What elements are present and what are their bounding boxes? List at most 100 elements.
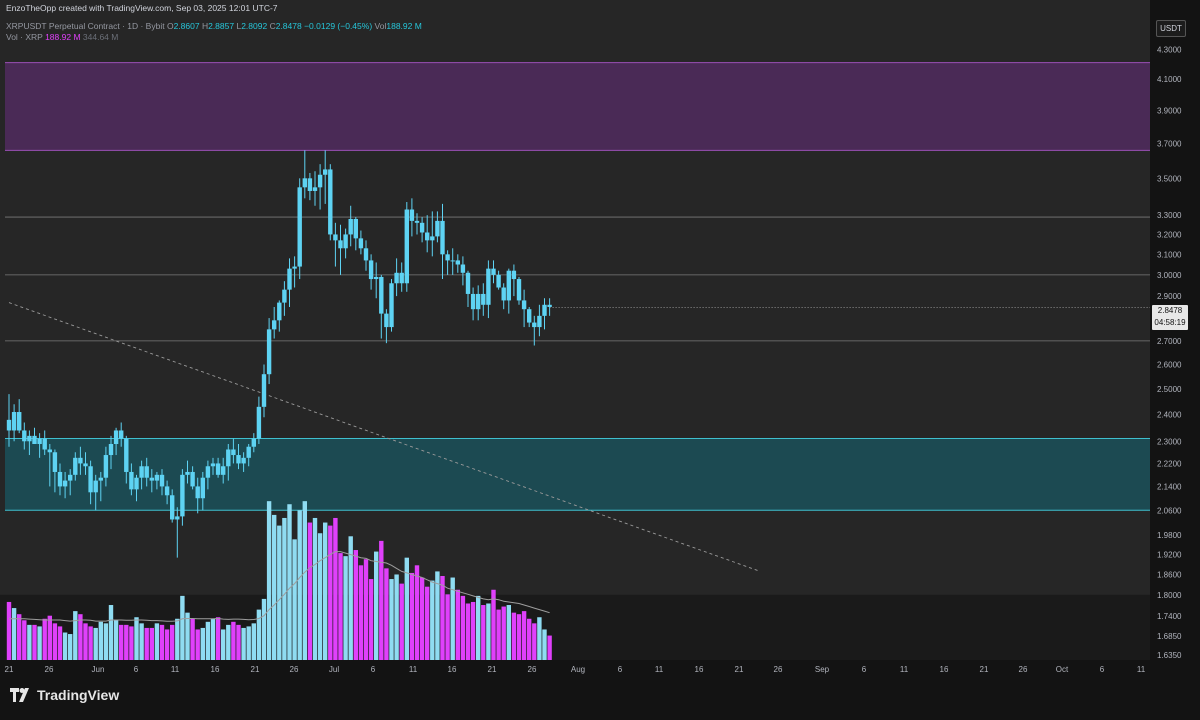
symbol-name: XRPUSDT Perpetual Contract · 1D · Bybit	[6, 21, 165, 31]
candle-body	[547, 304, 552, 307]
ohlc-close: 2.8478	[275, 21, 302, 31]
volume-bar	[333, 517, 338, 660]
candle	[37, 433, 42, 458]
volume-layer	[6, 501, 552, 660]
candle-body	[338, 240, 343, 249]
candle	[73, 452, 78, 481]
candle	[11, 404, 17, 442]
chart-credit: EnzoTheOpp created with TradingView.com,…	[6, 3, 278, 13]
candle	[185, 460, 190, 484]
tradingview-logo-text: TradingView	[37, 687, 120, 703]
candle	[414, 213, 420, 235]
date-tick-label: 16	[211, 665, 220, 674]
ohlc-open-label: O	[166, 21, 174, 31]
volume-bar	[425, 586, 430, 660]
candle	[496, 270, 501, 290]
candle	[170, 489, 175, 523]
candle	[119, 422, 124, 447]
candle	[486, 260, 491, 319]
price-axis-background	[1150, 0, 1200, 715]
candle-body	[532, 322, 537, 328]
candle	[62, 471, 68, 499]
volume-bar	[205, 621, 211, 660]
ohlc-open: 2.8607	[173, 21, 200, 31]
volume-bar	[47, 615, 52, 660]
candle-body	[323, 169, 328, 175]
volume-bar	[506, 605, 511, 660]
volume-bar	[180, 595, 185, 660]
volume-bar	[302, 501, 307, 660]
date-tick-label: 21	[735, 665, 744, 674]
candle	[231, 438, 236, 464]
candle	[333, 222, 338, 267]
volume-bar	[511, 612, 517, 660]
candle	[98, 471, 103, 502]
candle-body	[409, 209, 415, 221]
volume-bar	[22, 620, 27, 660]
candle-body	[389, 283, 394, 328]
candle-body	[108, 443, 114, 456]
candle	[450, 248, 455, 275]
volume-bar	[57, 626, 63, 660]
supply-zone	[5, 62, 1150, 151]
candle-body	[149, 477, 154, 481]
date-tick-label: 16	[940, 665, 949, 674]
candle	[210, 457, 216, 475]
candle	[205, 460, 211, 490]
candle-body	[282, 289, 287, 303]
volume-bar	[134, 617, 139, 660]
candle	[419, 217, 425, 243]
ohlc-high: 2.8857	[208, 21, 235, 31]
candle	[103, 446, 109, 487]
volume-bar	[226, 624, 231, 660]
price-tick-label: 2.3000	[1157, 437, 1182, 446]
volume-bar	[83, 623, 88, 660]
candle-body	[27, 435, 32, 442]
volume-bar	[317, 533, 323, 660]
candle-body	[302, 178, 307, 188]
volume-bar	[124, 624, 129, 660]
date-tick-label: Sep	[815, 665, 830, 674]
tradingview-logo[interactable]: TradingView	[10, 687, 119, 703]
currency-button[interactable]: USDT	[1156, 20, 1186, 37]
candle-body	[511, 270, 517, 280]
candle	[129, 463, 134, 496]
candle	[226, 443, 231, 481]
candle-body	[73, 457, 78, 475]
volume-bar	[215, 617, 221, 660]
candle-body	[185, 471, 190, 475]
candle-body	[450, 260, 455, 262]
date-tick-label: 6	[1100, 665, 1105, 674]
volume-bar	[542, 629, 547, 660]
candle	[323, 150, 328, 204]
candle-body	[124, 438, 129, 472]
symbol-legend[interactable]: XRPUSDT Perpetual Contract · 1D · Bybit …	[6, 21, 422, 31]
candle-body	[241, 457, 246, 464]
volume-legend[interactable]: Vol · XRP 188.92 M 344.64 M	[6, 32, 118, 42]
candle-body	[134, 477, 139, 490]
candle	[124, 435, 129, 484]
price-tick-label: 2.5000	[1157, 385, 1182, 394]
candle-body	[226, 449, 231, 467]
candle	[532, 315, 537, 346]
candle-body	[11, 412, 17, 431]
candle-body	[154, 474, 160, 481]
candle	[302, 150, 307, 199]
date-tick-label: 11	[655, 665, 664, 674]
date-tick-label: 6	[862, 665, 867, 674]
candle	[149, 469, 154, 493]
date-tick-label: 21	[488, 665, 497, 674]
volume-bar	[312, 517, 318, 660]
candle-body	[486, 268, 491, 305]
volume-bar	[363, 559, 369, 660]
candle	[200, 471, 205, 511]
candle-body	[414, 220, 420, 223]
volume-bar	[129, 626, 134, 660]
candle-body	[358, 238, 364, 249]
candle-body	[17, 412, 22, 431]
candle	[236, 443, 241, 470]
price-tick-label: 2.7000	[1157, 337, 1182, 346]
volume-bar	[93, 627, 98, 660]
price-tick-label: 1.8000	[1157, 591, 1182, 600]
